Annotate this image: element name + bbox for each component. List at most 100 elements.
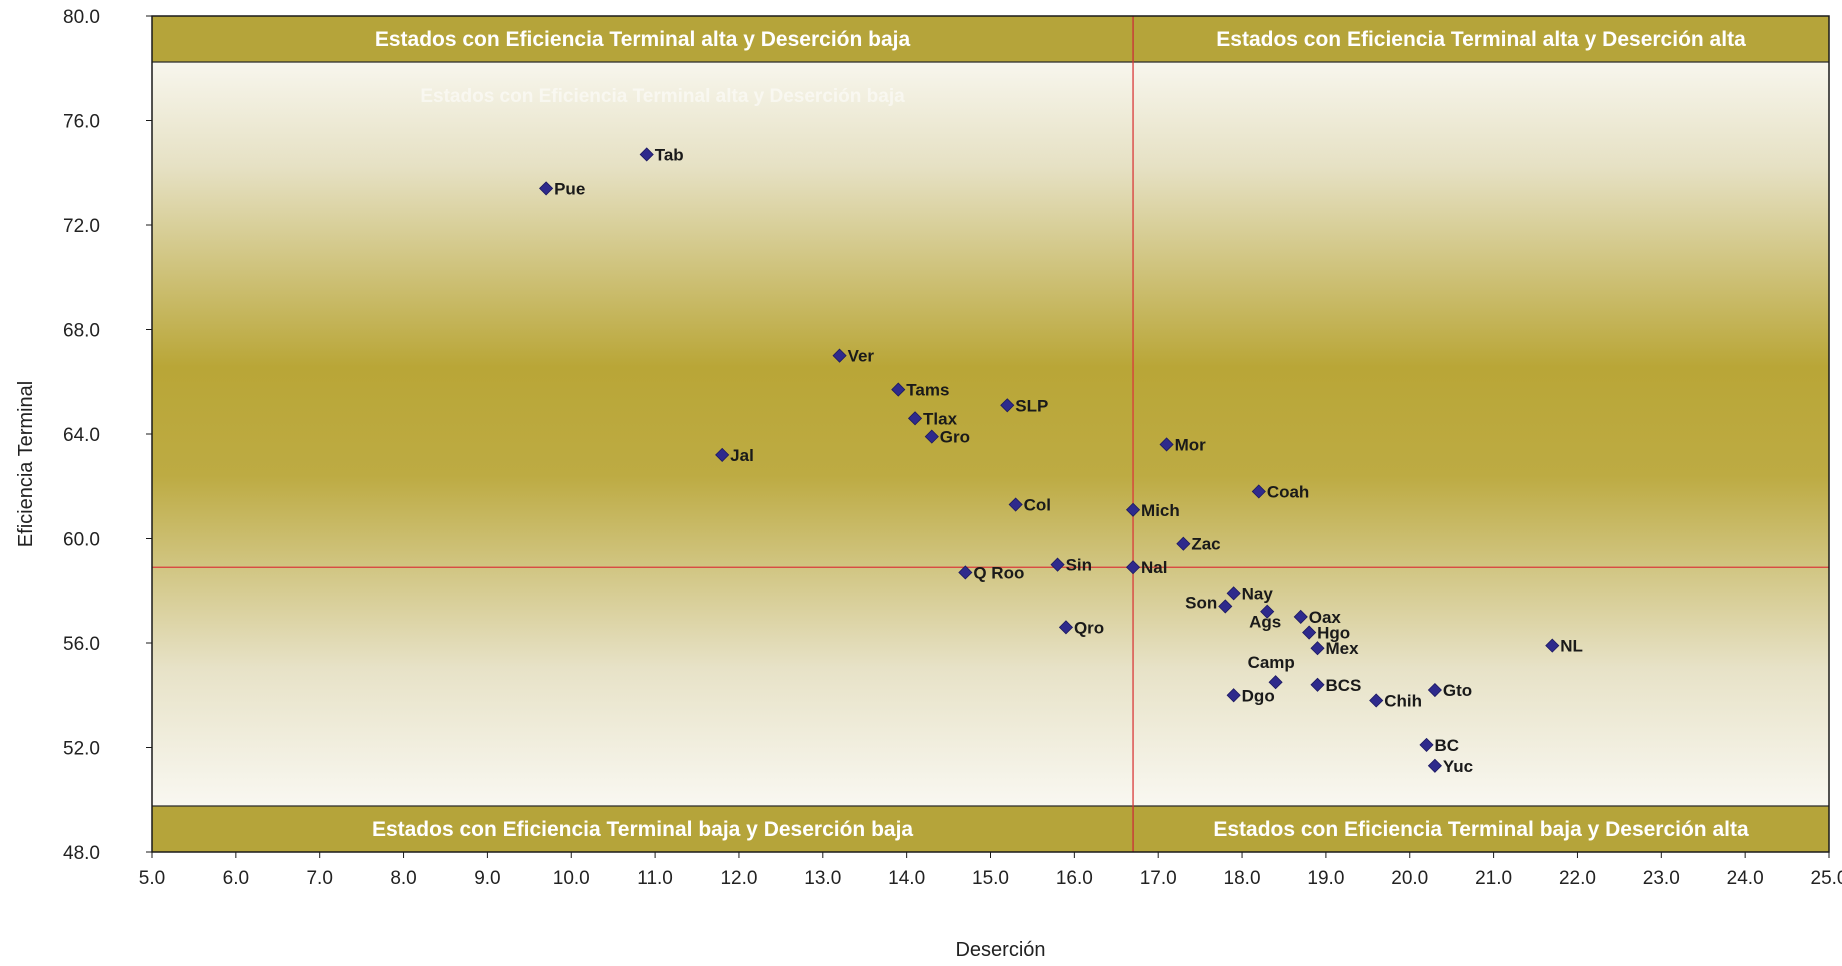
point-marker <box>958 565 973 580</box>
point-marker <box>1218 599 1233 614</box>
y-tick-label: 48.0 <box>63 843 100 864</box>
axis-ticks <box>146 15 1830 858</box>
x-tick-label: 21.0 <box>1475 868 1512 889</box>
point-marker <box>1427 682 1442 698</box>
y-axis-tick-labels: 48.0 52.0 56.0 60.0 64.0 68.0 72.0 76.0 80.0 <box>63 7 100 864</box>
point-label: Coah <box>1267 482 1310 501</box>
point-label: Oax <box>1309 608 1342 627</box>
x-tick-label: 5.0 <box>139 868 165 889</box>
ghost-quadrant-label: Estados con Eficiencia Terminal alta y D… <box>420 86 905 107</box>
point-marker <box>1000 398 1015 413</box>
point-label: BCS <box>1326 676 1362 695</box>
point-marker <box>1310 677 1325 692</box>
x-tick-label: 6.0 <box>223 868 249 889</box>
x-tick-label: 22.0 <box>1559 868 1596 889</box>
x-tick-label: 10.0 <box>553 868 590 889</box>
point-marker <box>924 429 939 444</box>
x-tick-label: 20.0 <box>1391 868 1428 889</box>
point-marker <box>1050 557 1065 572</box>
x-tick-label: 25.0 <box>1811 868 1842 889</box>
point-label: Ags <box>1249 613 1281 632</box>
point-label: Q Roo <box>973 563 1024 582</box>
x-tick-label: 8.0 <box>390 868 416 889</box>
bottom-band <box>152 806 1829 852</box>
x-axis-title: Deserción <box>955 939 1045 961</box>
point-marker <box>1226 688 1241 703</box>
point-label: Jal <box>730 446 754 465</box>
point-marker <box>639 147 654 162</box>
plot-border <box>151 15 1830 853</box>
point-marker <box>1176 536 1191 551</box>
point-marker <box>539 181 554 196</box>
point-marker <box>1125 502 1141 517</box>
point-marker <box>832 348 847 363</box>
y-tick-label: 60.0 <box>63 530 100 551</box>
x-axis-tick-labels: 5.0 6.0 7.0 8.0 9.0 10.0 11.0 12.0 13.0 14.0 15.0 1… <box>139 868 1842 889</box>
point-label: Pue <box>554 179 585 198</box>
point-marker <box>1268 675 1283 690</box>
y-tick-label: 64.0 <box>63 425 100 446</box>
point-label: Mor <box>1175 435 1207 454</box>
point-label: BC <box>1435 736 1460 755</box>
point-label: Dgo <box>1242 686 1275 705</box>
y-tick-label: 68.0 <box>63 321 100 342</box>
point-marker <box>1260 604 1275 619</box>
y-tick-label: 72.0 <box>63 216 100 237</box>
x-tick-label: 18.0 <box>1224 868 1261 889</box>
point-label: NL <box>1560 637 1583 656</box>
point-label: Gro <box>940 428 970 447</box>
point-label: Tams <box>906 381 949 400</box>
y-axis-title: Eficiencia Terminal <box>15 381 37 547</box>
x-tick-label: 12.0 <box>720 868 757 889</box>
y-tick-label: 80.0 <box>63 7 100 28</box>
point-marker <box>1427 758 1442 773</box>
y-tick-label: 56.0 <box>63 634 100 655</box>
point-label: Sin <box>1066 556 1092 575</box>
x-tick-label: 17.0 <box>1140 868 1177 889</box>
x-tick-label: 11.0 <box>637 868 673 889</box>
point-marker <box>1159 437 1174 452</box>
quadrant-label-top-left: Estados con Eficiencia Terminal alta y D… <box>375 28 911 51</box>
point-label: Mich <box>1141 501 1180 520</box>
x-tick-label: 23.0 <box>1643 868 1680 889</box>
point-marker <box>1008 497 1023 512</box>
point-label: Nay <box>1242 584 1274 603</box>
point-label: Yuc <box>1443 757 1473 776</box>
point-label: Ver <box>848 347 875 366</box>
point-marker <box>891 382 906 397</box>
point-label: Col <box>1024 496 1051 515</box>
point-marker <box>1293 609 1308 624</box>
point-label: SLP <box>1015 396 1048 415</box>
point-label: Gto <box>1443 681 1472 700</box>
x-tick-label: 19.0 <box>1307 868 1344 889</box>
x-tick-label: 14.0 <box>888 868 925 889</box>
point-label: Hgo <box>1317 624 1350 643</box>
point-label: Chih <box>1384 691 1422 710</box>
point-marker <box>1419 737 1434 752</box>
point-marker <box>1545 638 1560 653</box>
point-label: Qro <box>1074 618 1104 637</box>
point-label: Tlax <box>923 409 958 428</box>
point-marker <box>1125 560 1141 575</box>
point-label: Camp <box>1248 653 1295 672</box>
point-label: Tab <box>655 145 684 164</box>
x-tick-label: 7.0 <box>306 868 332 889</box>
point-marker <box>1369 693 1384 708</box>
x-tick-label: 24.0 <box>1727 868 1764 889</box>
top-band <box>152 16 1829 62</box>
point-label: Son <box>1185 593 1217 612</box>
point-label: Nal <box>1141 558 1167 577</box>
point-label: Zac <box>1191 535 1220 554</box>
quadrant-label-top-right: Estados con Eficiencia Terminal alta y D… <box>1216 28 1746 51</box>
x-tick-label: 16.0 <box>1056 868 1093 889</box>
x-tick-label: 9.0 <box>474 868 500 889</box>
point-marker <box>1251 484 1266 499</box>
point-marker <box>1310 641 1325 656</box>
x-tick-label: 13.0 <box>804 868 841 889</box>
point-marker <box>1302 625 1317 640</box>
y-tick-label: 76.0 <box>63 112 100 133</box>
plot-background <box>152 16 1829 852</box>
quadrant-label-bottom-right: Estados con Eficiencia Terminal baja y D… <box>1213 818 1749 841</box>
